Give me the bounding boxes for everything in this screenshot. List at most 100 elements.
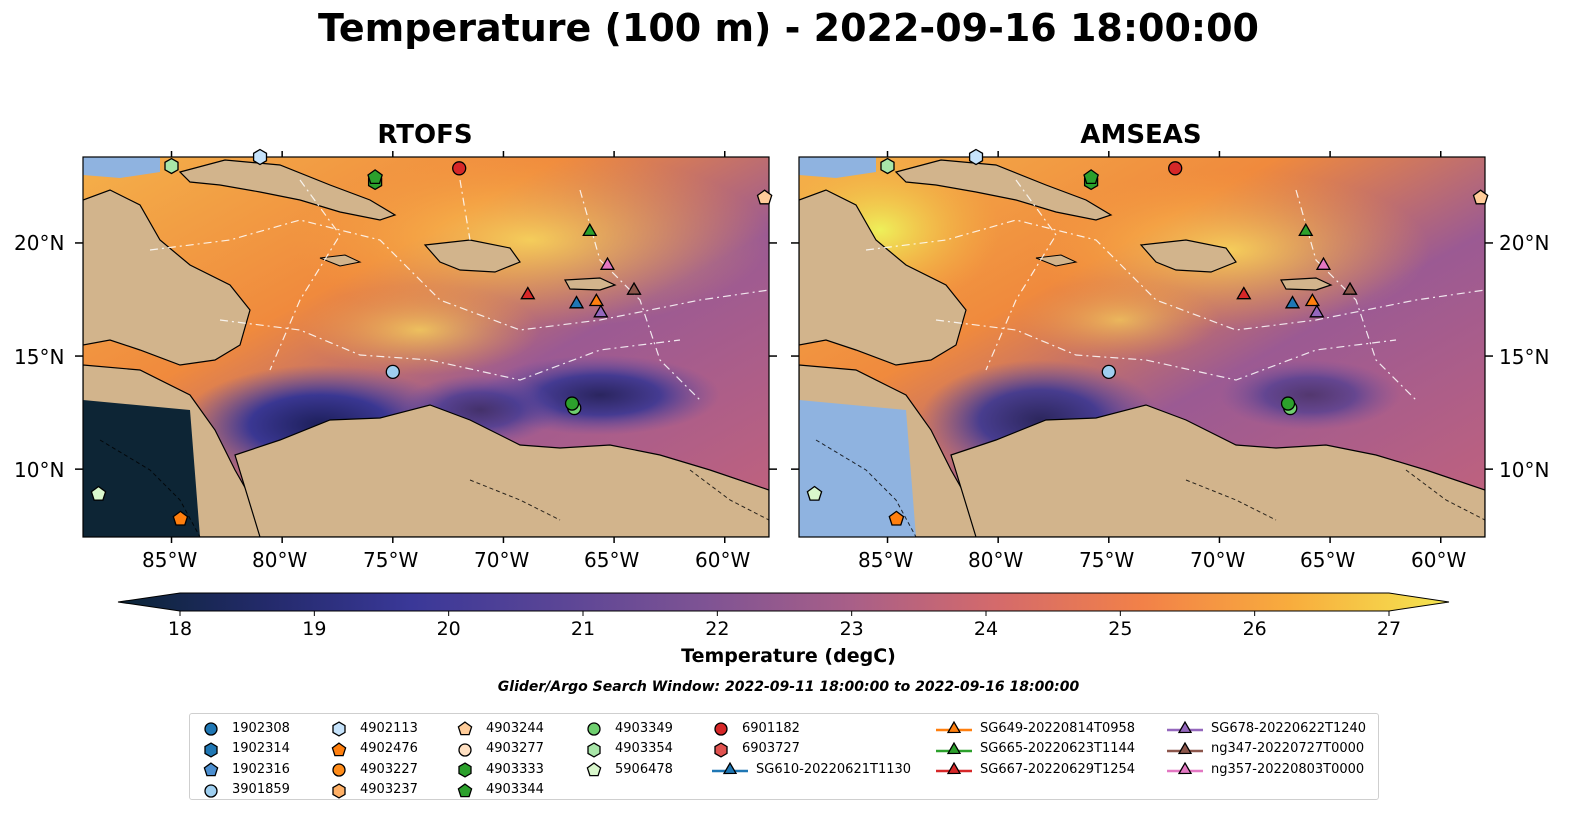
platform-marker-4902476 bbox=[888, 510, 905, 526]
legend-item: 3901859 bbox=[200, 780, 290, 801]
legend-item: 4903344 bbox=[454, 780, 544, 801]
legend-item: ng347-20220727T0000 bbox=[1165, 739, 1366, 760]
triangle-icon bbox=[712, 762, 748, 775]
pentagon-symbol bbox=[331, 742, 347, 757]
lon-label-65w-a: 65°W bbox=[584, 548, 640, 572]
legend-column: 4903244 4903277 4903333 4903344 bbox=[454, 718, 544, 800]
triangle-symbol bbox=[722, 762, 738, 775]
platform-marker-6901182 bbox=[452, 161, 467, 176]
circle-icon bbox=[714, 722, 728, 736]
legend-item: SG610-20220621T1130 bbox=[710, 759, 911, 780]
hexagon-icon bbox=[332, 721, 346, 737]
triangle-symbol bbox=[1177, 721, 1193, 734]
colorbar-tick-label: 18 bbox=[167, 618, 193, 640]
legend-label: SG610-20220621T1130 bbox=[756, 761, 912, 777]
lat-label-20n-left: 20°N bbox=[14, 231, 65, 255]
legend: 1902308 1902314 1902316 3901859 4902113 49024… bbox=[189, 713, 1379, 800]
colorbar-tick-label: 20 bbox=[436, 618, 461, 640]
circle-symbol bbox=[204, 784, 218, 798]
legend-item: 4902113 bbox=[328, 718, 418, 739]
panel-title-amseas: AMSEAS bbox=[1080, 120, 1202, 150]
lon-label-60w-b: 60°W bbox=[1411, 548, 1467, 572]
search-window-text: Glider/Argo Search Window: 2022-09-11 18… bbox=[497, 679, 1080, 695]
lon-label-85w-a: 85°W bbox=[142, 548, 198, 572]
legend-column: SG678-20220622T1240 ng347-20220727T0000 ng… bbox=[1165, 718, 1366, 780]
platform-marker-4903354 bbox=[164, 157, 179, 175]
legend-item: 6901182 bbox=[710, 718, 911, 739]
pentagon-symbol bbox=[457, 783, 473, 798]
pentagon-icon bbox=[586, 762, 602, 777]
hexagon-symbol bbox=[332, 783, 346, 799]
colorbar-tick-label: 21 bbox=[570, 618, 596, 640]
legend-item: SG667-20220629T1254 bbox=[934, 759, 1135, 780]
lon-label-65w-b: 65°W bbox=[1300, 548, 1356, 572]
south-america-land bbox=[234, 404, 769, 537]
colorbar-tick-label: 24 bbox=[973, 618, 999, 640]
platform-marker-sg610-20220621t1130 bbox=[568, 295, 585, 309]
platform-marker-4902113 bbox=[968, 148, 984, 166]
lat-label-15n-left: 15°N bbox=[14, 345, 65, 369]
platform-marker-sg678-20220622t1240 bbox=[1309, 304, 1325, 318]
platform-marker-3901859 bbox=[1101, 364, 1116, 380]
legend-column: 1902308 1902314 1902316 3901859 bbox=[200, 718, 290, 800]
platform-marker-4903344 bbox=[367, 169, 383, 185]
triangle-symbol bbox=[1177, 762, 1193, 775]
rtofs-map bbox=[83, 157, 769, 537]
triangle-symbol bbox=[946, 721, 962, 734]
legend-item: SG649-20220814T0958 bbox=[934, 718, 1135, 739]
legend-item: SG665-20220623T1144 bbox=[934, 739, 1135, 760]
legend-label: 4902113 bbox=[360, 720, 418, 736]
legend-label: 1902316 bbox=[232, 761, 290, 777]
platform-marker-4902476 bbox=[172, 510, 189, 526]
lat-label-10n-right: 10°N bbox=[1499, 458, 1550, 482]
legend-item: 5906478 bbox=[583, 759, 673, 780]
pentagon-icon bbox=[331, 742, 347, 757]
legend-label: SG649-20220814T0958 bbox=[980, 720, 1136, 736]
platform-marker-5906478 bbox=[90, 485, 107, 501]
hexagon-symbol bbox=[458, 762, 472, 778]
colorbar-tick-label: 22 bbox=[705, 618, 730, 640]
legend-item: 4902476 bbox=[328, 739, 418, 760]
pentagon-symbol bbox=[203, 762, 219, 777]
platform-marker-sg610-20220621t1130 bbox=[1284, 295, 1301, 309]
triangle-icon bbox=[936, 721, 972, 734]
platform-marker bbox=[756, 189, 773, 205]
circle-icon bbox=[204, 722, 218, 736]
legend-label: 4903237 bbox=[360, 782, 418, 798]
circle-icon bbox=[587, 722, 601, 736]
hexagon-icon bbox=[458, 762, 472, 778]
legend-column: 6901182 6903727 SG610-20220621T1130 bbox=[710, 718, 911, 780]
legend-label: 3901859 bbox=[232, 782, 290, 798]
legend-label: ng347-20220727T0000 bbox=[1211, 741, 1365, 757]
circle-icon bbox=[458, 743, 472, 757]
legend-label: 4903277 bbox=[486, 741, 544, 757]
hexagon-icon bbox=[332, 783, 346, 799]
legend-item: ng357-20220803T0000 bbox=[1165, 759, 1366, 780]
colorbar bbox=[117, 592, 1450, 616]
circle-symbol bbox=[587, 722, 601, 736]
lon-label-85w-b: 85°W bbox=[858, 548, 914, 572]
platform-marker-sg665-20220623t1144 bbox=[1298, 222, 1314, 237]
legend-column: 4902113 4902476 4903227 4903237 bbox=[328, 718, 418, 800]
platform-marker-sg649-20220814t0958 bbox=[588, 293, 605, 307]
platform-marker-ng357-20220803t0000 bbox=[599, 256, 616, 270]
colorbar-tick-label: 19 bbox=[302, 618, 327, 640]
platform-marker-ng357-20220803t0000 bbox=[1315, 256, 1332, 270]
legend-item: 6903727 bbox=[710, 739, 911, 760]
platform-marker-sg667-20220629t1254 bbox=[520, 286, 536, 300]
legend-label: 4903244 bbox=[486, 720, 544, 736]
triangle-icon bbox=[1167, 762, 1203, 775]
central-america-land bbox=[83, 189, 251, 366]
panel-title-rtofs: RTOFS bbox=[377, 120, 473, 150]
legend-item: SG678-20220622T1240 bbox=[1165, 718, 1366, 739]
legend-label: ng357-20220803T0000 bbox=[1211, 761, 1365, 777]
pentagon-icon bbox=[203, 762, 219, 777]
pentagon-symbol bbox=[457, 721, 473, 736]
lon-label-70w-b: 70°W bbox=[1190, 548, 1246, 572]
platform-marker-4903354 bbox=[880, 157, 895, 175]
lon-label-75w-a: 75°W bbox=[363, 548, 419, 572]
legend-item: 1902314 bbox=[200, 739, 290, 760]
triangle-icon bbox=[936, 762, 972, 775]
circle-icon bbox=[204, 784, 218, 798]
